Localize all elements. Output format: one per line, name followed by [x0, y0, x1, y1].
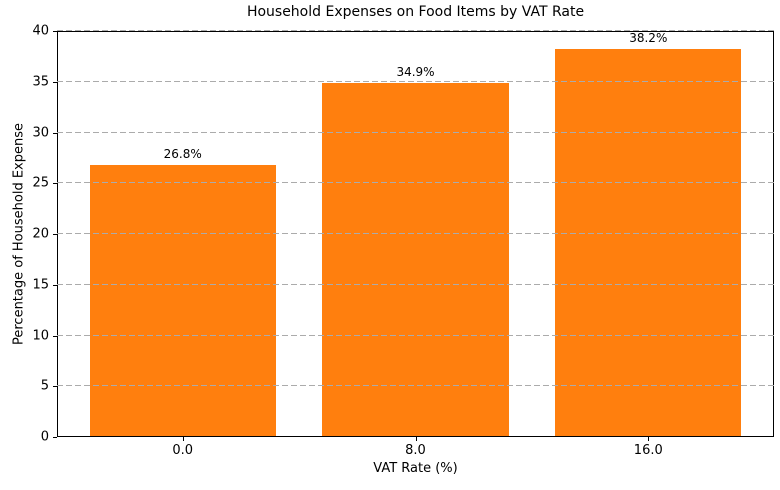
bar-value-label: 26.8% — [163, 146, 202, 161]
y-tick-mark — [53, 335, 57, 337]
x-axis-label: VAT Rate (%) — [373, 461, 458, 476]
bar-value-label: 34.9% — [396, 64, 435, 79]
x-tick-label: 0.0 — [172, 443, 194, 458]
y-tick-mark — [53, 31, 57, 32]
y-tick-mark — [53, 234, 57, 235]
y-tick-mark — [53, 437, 57, 438]
x-tick-mark — [415, 437, 417, 441]
x-tick-mark — [182, 437, 184, 441]
x-tick-label: 16.0 — [633, 443, 663, 458]
y-tick-mark — [53, 284, 57, 286]
y-tick-label: 40 — [32, 23, 49, 39]
plot-area: 26.8% 34.9% 38.2% — [57, 30, 774, 437]
x-tick-label: 8.0 — [405, 443, 426, 458]
y-tick-label: 0 — [40, 429, 49, 445]
bar — [555, 49, 742, 437]
y-tick-mark — [53, 81, 57, 83]
x-tick-mark — [648, 437, 650, 441]
bar-value-label: 38.2% — [629, 31, 668, 46]
chart-title: Household Expenses on Food Items by VAT … — [246, 4, 585, 20]
bar — [322, 82, 509, 437]
bar — [89, 164, 276, 437]
y-tick-label: 10 — [32, 328, 49, 343]
y-tick-label: 20 — [32, 226, 49, 242]
y-tick-label: 30 — [32, 125, 49, 140]
y-tick-mark — [53, 386, 57, 388]
y-tick-mark — [53, 132, 57, 134]
y-tick-label: 35 — [32, 74, 49, 90]
y-tick-mark — [53, 183, 57, 185]
y-tick-label: 15 — [32, 277, 49, 293]
y-tick-label: 5 — [40, 378, 49, 394]
y-tick-label: 25 — [32, 175, 49, 191]
